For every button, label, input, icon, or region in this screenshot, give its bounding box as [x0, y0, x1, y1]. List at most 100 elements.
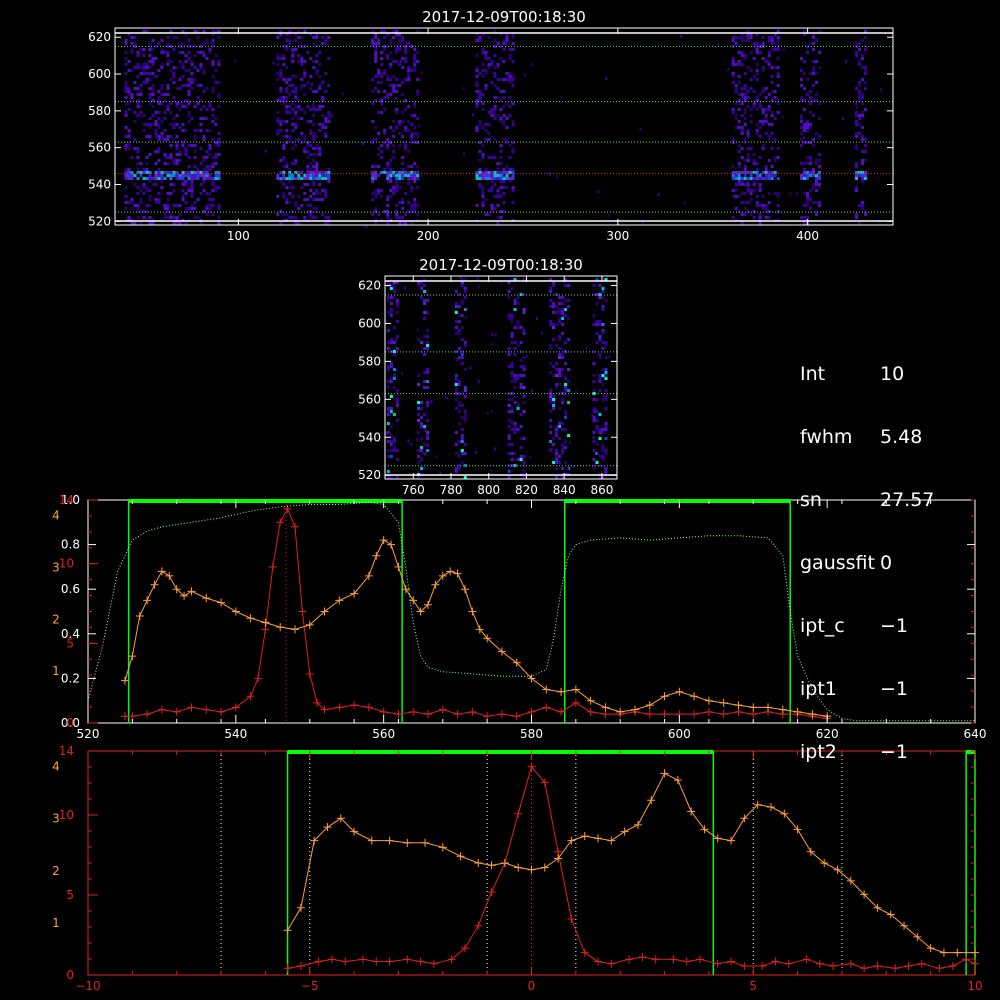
heatmap-pixel	[531, 389, 533, 393]
series-point	[202, 705, 211, 714]
heatmap-pixel	[745, 35, 748, 38]
heatmap-pixel	[193, 216, 197, 219]
series-point	[231, 607, 240, 616]
heatmap-pixel	[291, 102, 295, 105]
heatmap-pixel	[767, 51, 771, 54]
heatmap-pixel	[552, 365, 556, 368]
heatmap-pixel	[511, 189, 515, 192]
heatmap-pixel	[148, 195, 152, 198]
heatmap-pixel	[487, 213, 491, 216]
heatmap-pixel	[389, 380, 393, 383]
heatmap-pixel	[558, 308, 562, 311]
heatmap-pixel	[142, 63, 146, 66]
heatmap-pixel	[315, 36, 319, 39]
heatmap-pixel	[187, 156, 191, 159]
param-row-int: Int 10	[800, 364, 934, 385]
heatmap-pixel	[184, 207, 188, 210]
heatmap-pixel	[133, 222, 137, 225]
series-point	[424, 710, 433, 719]
heatmap-pixel	[371, 90, 375, 93]
heatmap-pixel	[513, 347, 517, 350]
heatmap-pixel	[454, 305, 458, 308]
heatmap-pixel	[327, 168, 331, 171]
heatmap-pixel	[731, 216, 735, 219]
heatmap-pixel	[157, 96, 161, 99]
heatmap-pixel	[190, 60, 194, 63]
heatmap-pixel	[549, 401, 553, 404]
heatmap-pixel	[392, 90, 396, 93]
heatmap-pixel	[392, 84, 396, 87]
heatmap-pixel	[743, 165, 747, 168]
heatmap-pixel	[208, 174, 212, 177]
heatmap-pixel	[139, 174, 143, 177]
heatmap-pixel	[181, 102, 185, 105]
heatmap-pixel	[309, 213, 313, 216]
heatmap-pixel	[487, 171, 491, 174]
heatmap-pixel	[463, 419, 467, 422]
heatmap-pixel	[815, 213, 818, 216]
series-point	[660, 692, 669, 701]
heatmap-pixel	[190, 72, 194, 75]
heatmap-pixel	[764, 171, 768, 174]
heatmap-pixel	[800, 120, 803, 123]
series-point	[567, 915, 576, 923]
heatmap-pixel	[172, 183, 176, 186]
heatmap-pixel	[508, 168, 512, 171]
heatmap-pixel	[740, 54, 744, 57]
series-point	[514, 863, 523, 872]
heatmap-pixel	[276, 111, 280, 114]
series-point	[460, 944, 469, 953]
heatmap-pixel	[211, 198, 215, 201]
x-tick-label: 780	[440, 483, 463, 497]
heatmap-pixel	[187, 90, 191, 93]
heatmap-pixel	[139, 222, 143, 225]
heatmap-pixel	[755, 195, 759, 198]
heatmap-pixel	[374, 171, 378, 174]
series-point	[873, 903, 882, 912]
heatmap-pixel	[770, 36, 774, 39]
heatmap-pixel	[211, 90, 215, 93]
heatmap-pixel	[416, 171, 420, 174]
heatmap-pixel	[395, 90, 399, 93]
heatmap-pixel	[490, 174, 494, 177]
heatmap-pixel	[502, 90, 506, 93]
heatmap-pixel	[416, 90, 420, 93]
heatmap-pixel	[187, 174, 191, 177]
heatmap-pixel	[410, 135, 414, 138]
heatmap-pixel	[145, 204, 149, 207]
heatmap-pixel	[806, 198, 809, 201]
heatmap-pixel	[604, 437, 608, 440]
series-point	[217, 707, 226, 716]
heatmap-pixel	[743, 84, 747, 87]
heatmap-pixel	[752, 183, 756, 186]
heatmap-pixel	[172, 81, 176, 84]
heatmap-pixel	[743, 39, 747, 42]
heatmap-pixel	[460, 278, 464, 281]
param-row-fwhm: fwhm 5.48	[800, 427, 934, 448]
heatmap-pixel	[595, 320, 599, 323]
heatmap-pixel	[321, 171, 325, 174]
heatmap-pixel	[505, 174, 509, 177]
heatmap-pixel	[855, 177, 858, 180]
heatmap-pixel	[746, 186, 750, 189]
heatmap-pixel	[502, 120, 506, 123]
heatmap-pixel	[392, 75, 396, 78]
heatmap-pixel	[202, 30, 206, 33]
heatmap-pixel	[193, 144, 197, 147]
y-tick-label: 560	[88, 141, 111, 155]
heatmap-pixel	[818, 186, 821, 189]
heatmap-pixel	[502, 192, 506, 195]
heatmap-pixel	[377, 69, 381, 72]
y-tick-label-red: 5	[66, 888, 74, 902]
param-value: −1	[880, 615, 909, 637]
heatmap-pixel	[139, 162, 143, 165]
y-tick-label-red: 14	[59, 493, 74, 507]
series-point	[586, 696, 595, 705]
heatmap-pixel	[321, 96, 325, 99]
heatmap-pixel	[386, 222, 390, 225]
heatmap-pixel	[508, 114, 512, 117]
heatmap-pixel	[169, 156, 173, 159]
heatmap-pixel	[380, 150, 384, 153]
series-point	[673, 776, 682, 785]
heatmap-pixel	[552, 404, 556, 407]
